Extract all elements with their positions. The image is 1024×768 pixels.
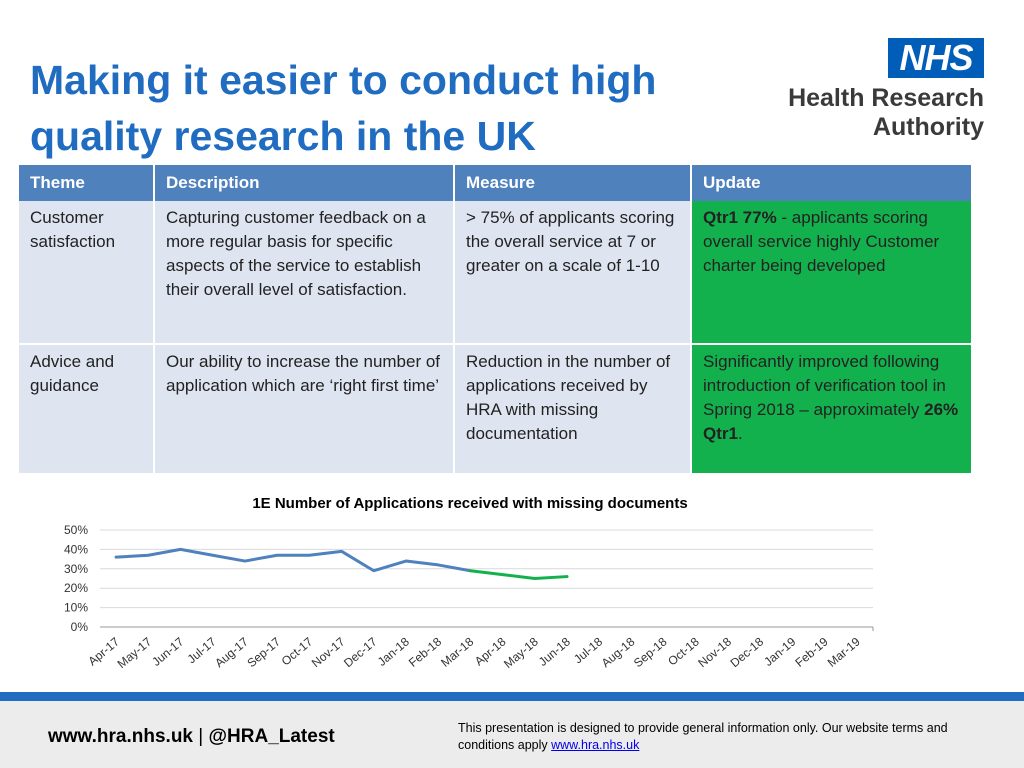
logo-line-1: Health Research (788, 84, 984, 112)
footer-separator: | (193, 726, 209, 747)
cell-description: Capturing customer feedback on a more re… (154, 201, 455, 345)
footer-accent-bar (0, 692, 1024, 701)
cell-update: Qtr1 77% - applicants scoring overall se… (691, 201, 973, 345)
page-title: Making it easier to conduct high quality… (30, 57, 657, 159)
x-tick-label: Mar-19 (825, 634, 863, 669)
data-point (372, 569, 375, 572)
x-tick-label: Nov-18 (695, 634, 734, 670)
header-description: Description (154, 165, 455, 201)
x-tick-label: Oct-18 (665, 634, 702, 668)
y-tick-label: 30% (64, 562, 88, 576)
x-tick-label: Feb-19 (792, 634, 830, 669)
x-tick-label: Dec-17 (341, 634, 380, 670)
footer-contact: www.hra.nhs.uk | @HRA_Latest (48, 726, 335, 748)
table-row: Advice and guidance Our ability to incre… (19, 344, 973, 475)
footer-band (0, 701, 1024, 768)
series-line-1 (468, 569, 569, 580)
x-tick-label: Jun-18 (536, 634, 573, 669)
table-row: Customer satisfaction Capturing customer… (19, 201, 973, 345)
nhs-logo-box: NHS (888, 38, 984, 78)
cell-measure: Reduction in the number of applications … (454, 344, 692, 475)
disclaimer-text: This presentation is designed to provide… (458, 721, 948, 752)
x-tick-label: Aug-17 (212, 634, 251, 670)
data-point (244, 560, 246, 562)
data-point (566, 575, 568, 578)
line-chart: 0%10%20%30%40%50%Apr-17May-17Jun-17Jul-1… (64, 523, 874, 671)
x-tick-label: Sep-18 (631, 634, 670, 670)
x-tick-label: Oct-17 (279, 634, 316, 668)
footer-disclaimer: This presentation is designed to provide… (458, 720, 998, 754)
header-update: Update (691, 165, 973, 201)
cell-description: Our ability to increase the number of ap… (154, 344, 455, 475)
data-point (276, 554, 278, 557)
update-highlight: 26% Qtr1 (703, 400, 959, 443)
cell-theme: Advice and guidance (19, 344, 155, 475)
x-tick-label: Jun-17 (149, 634, 186, 669)
cell-update: Significantly improved following introdu… (691, 344, 973, 475)
hra-logo: NHS Health Research Authority (778, 38, 988, 148)
footer-website[interactable]: www.hra.nhs.uk (48, 726, 193, 747)
data-point (340, 550, 343, 553)
y-tick-label: 20% (64, 581, 88, 595)
terms-link[interactable]: www.hra.nhs.uk (551, 738, 640, 752)
header-theme: Theme (19, 165, 155, 201)
x-tick-label: May-18 (501, 634, 541, 671)
series-line-0 (114, 547, 472, 573)
data-point (147, 554, 150, 557)
x-tick-label: Jan-19 (761, 634, 798, 669)
y-tick-label: 40% (64, 542, 88, 556)
data-point (405, 560, 407, 562)
y-tick-label: 0% (71, 620, 89, 634)
x-tick-label: Aug-18 (599, 634, 638, 670)
cell-theme: Customer satisfaction (19, 201, 155, 345)
x-tick-label: Nov-17 (309, 634, 348, 670)
data-point (211, 554, 214, 557)
logo-line-2: Authority (872, 113, 984, 141)
data-point (534, 577, 536, 580)
update-text: Significantly improved following introdu… (703, 352, 946, 419)
y-tick-label: 10% (64, 601, 88, 615)
data-point (501, 573, 504, 576)
data-point (179, 548, 182, 551)
y-tick-label: 50% (64, 523, 88, 537)
x-tick-label: Mar-18 (438, 634, 476, 669)
cell-measure: > 75% of applicants scoring the overall … (454, 201, 692, 345)
chart-title: 1E Number of Applications received with … (252, 495, 688, 512)
data-point (469, 569, 472, 572)
update-text: - applicants scoring overall service hig… (703, 208, 940, 275)
kpi-table: Theme Description Measure Update Custome… (19, 165, 973, 475)
x-tick-label: Sep-17 (244, 634, 283, 670)
header-measure: Measure (454, 165, 692, 201)
x-tick-label: Feb-18 (406, 634, 444, 669)
x-tick-label: Dec-18 (728, 634, 767, 670)
x-tick-label: Jan-18 (375, 634, 412, 669)
x-tick-label: May-17 (115, 634, 155, 671)
data-point (437, 564, 439, 566)
data-point (308, 554, 311, 557)
footer-twitter[interactable]: @HRA_Latest (208, 726, 335, 747)
table-header-row: Theme Description Measure Update (19, 165, 973, 201)
update-end: . (737, 424, 743, 443)
data-point (115, 556, 117, 558)
update-highlight: Qtr1 77% (703, 208, 777, 227)
